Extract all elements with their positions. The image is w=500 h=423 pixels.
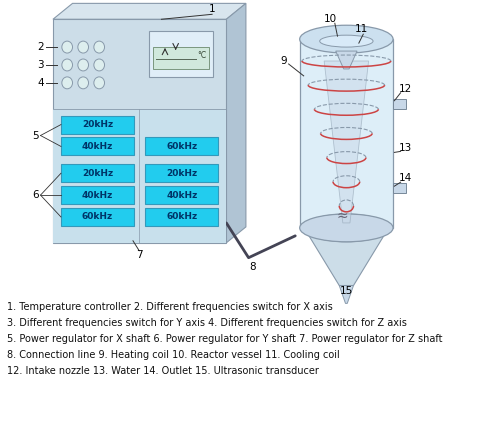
Text: 3. Different frequencies switch for Y axis 4. Different frequencies switch for Z: 3. Different frequencies switch for Y ax…: [6, 318, 406, 328]
Text: 8: 8: [249, 262, 256, 272]
Polygon shape: [304, 228, 388, 286]
Text: 40kHz: 40kHz: [82, 142, 113, 151]
Text: 40kHz: 40kHz: [166, 191, 198, 200]
Text: 2: 2: [38, 42, 44, 52]
Ellipse shape: [320, 35, 373, 47]
Circle shape: [78, 59, 88, 71]
Polygon shape: [340, 286, 353, 303]
FancyBboxPatch shape: [61, 186, 134, 204]
FancyBboxPatch shape: [53, 19, 227, 243]
Text: 4: 4: [38, 78, 44, 88]
Text: ≈: ≈: [336, 209, 347, 223]
Polygon shape: [226, 3, 246, 243]
Text: 3: 3: [38, 60, 44, 70]
Text: 10: 10: [324, 14, 337, 24]
Text: 1: 1: [209, 4, 216, 14]
Text: 40kHz: 40kHz: [82, 191, 113, 200]
FancyBboxPatch shape: [146, 137, 218, 155]
Text: 5: 5: [32, 131, 38, 140]
Text: 12. Intake nozzle 13. Water 14. Outlet 15. Ultrasonic transducer: 12. Intake nozzle 13. Water 14. Outlet 1…: [6, 366, 318, 376]
Ellipse shape: [304, 214, 388, 242]
Text: 15: 15: [340, 286, 353, 297]
Text: 13: 13: [398, 143, 411, 154]
Polygon shape: [336, 51, 357, 69]
Polygon shape: [324, 61, 368, 223]
FancyBboxPatch shape: [300, 39, 393, 228]
Text: 20kHz: 20kHz: [166, 169, 198, 178]
Text: 11: 11: [355, 24, 368, 34]
Text: 7: 7: [136, 250, 142, 260]
Text: 6: 6: [32, 190, 38, 200]
FancyBboxPatch shape: [393, 99, 406, 109]
FancyBboxPatch shape: [61, 164, 134, 182]
Circle shape: [78, 77, 88, 89]
Circle shape: [62, 41, 72, 53]
Text: 9: 9: [281, 56, 287, 66]
Text: 60kHz: 60kHz: [166, 212, 198, 222]
FancyBboxPatch shape: [146, 186, 218, 204]
Text: °C: °C: [197, 50, 206, 60]
FancyBboxPatch shape: [61, 115, 134, 134]
Circle shape: [94, 41, 104, 53]
FancyBboxPatch shape: [149, 31, 213, 77]
Text: 8. Connection line 9. Heating coil 10. Reactor vessel 11. Cooling coil: 8. Connection line 9. Heating coil 10. R…: [6, 350, 340, 360]
Text: 1. Temperature controller 2. Different frequencies switch for X axis: 1. Temperature controller 2. Different f…: [6, 302, 332, 312]
FancyBboxPatch shape: [53, 109, 227, 243]
FancyBboxPatch shape: [61, 208, 134, 226]
Text: 20kHz: 20kHz: [82, 120, 113, 129]
Circle shape: [62, 59, 72, 71]
Ellipse shape: [300, 25, 393, 53]
Circle shape: [94, 59, 104, 71]
FancyBboxPatch shape: [146, 208, 218, 226]
FancyBboxPatch shape: [146, 164, 218, 182]
Text: 12: 12: [398, 84, 411, 94]
Text: 60kHz: 60kHz: [166, 142, 198, 151]
Circle shape: [62, 77, 72, 89]
FancyBboxPatch shape: [154, 47, 208, 69]
Circle shape: [78, 41, 88, 53]
Text: 20kHz: 20kHz: [82, 169, 113, 178]
FancyBboxPatch shape: [393, 183, 406, 193]
Text: 60kHz: 60kHz: [82, 212, 113, 222]
Circle shape: [94, 77, 104, 89]
Polygon shape: [53, 3, 246, 19]
Ellipse shape: [300, 214, 393, 242]
Text: 14: 14: [398, 173, 411, 183]
Text: 5. Power regulator for X shaft 6. Power regulator for Y shaft 7. Power regulator: 5. Power regulator for X shaft 6. Power …: [6, 334, 442, 344]
FancyBboxPatch shape: [61, 137, 134, 155]
